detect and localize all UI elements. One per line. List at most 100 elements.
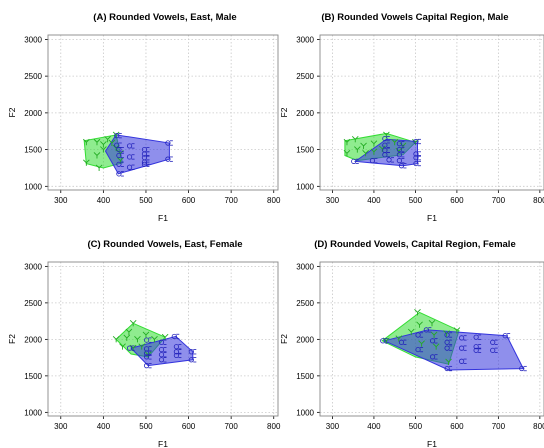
- vowel-point-green: [112, 336, 120, 343]
- vowel-point-blue: [413, 138, 421, 145]
- vowel-point-green: [123, 334, 131, 341]
- vowel-point-green: [391, 138, 398, 146]
- y-tick-label: 2500: [24, 299, 42, 308]
- y-axis-label: F2: [7, 334, 17, 344]
- vowel-point-blue: [473, 344, 482, 350]
- vowel-point-blue: [116, 152, 124, 159]
- vowel-point-blue: [490, 339, 498, 345]
- y-tick-label: 2000: [296, 335, 314, 344]
- x-tick-label: 400: [367, 196, 381, 205]
- vowel-point-blue: [188, 357, 197, 363]
- x-tick-label: 300: [326, 196, 340, 205]
- vowel-point-green: [407, 328, 415, 336]
- vowel-point-blue: [459, 345, 467, 351]
- vowel-point-blue: [158, 352, 167, 358]
- y-tick-label: 3000: [24, 262, 42, 271]
- vowel-point-blue: [141, 151, 150, 157]
- y-tick-label: 3000: [296, 35, 314, 44]
- vowel-point-green: [370, 140, 378, 147]
- x-axis-label: F1: [158, 213, 168, 223]
- x-tick-label: 300: [54, 422, 68, 431]
- y-tick-label: 2500: [296, 72, 314, 81]
- x-tick-label: 700: [492, 196, 506, 205]
- vowel-point-blue: [143, 350, 152, 356]
- y-tick-label: 2000: [24, 335, 42, 344]
- y-tick-label: 2500: [296, 299, 314, 308]
- y-tick-label: 2500: [24, 72, 42, 81]
- vowel-point-blue: [413, 155, 421, 161]
- data-layer: [380, 309, 527, 372]
- chart-panel-3: (C) Rounded Vowels, East, Female 300 400 50…: [7, 239, 281, 448]
- vowel-point-blue: [444, 365, 453, 372]
- x-tick-label: 700: [224, 196, 238, 205]
- chart-title: (B) Rounded Vowels Capital Region, Male: [321, 12, 508, 23]
- vowel-point-green: [416, 321, 423, 328]
- x-tick-label: 400: [97, 196, 111, 205]
- vowel-point-green: [414, 309, 421, 316]
- vowel-point-blue: [429, 354, 438, 360]
- vowel-point-blue: [165, 156, 173, 162]
- vowel-point-blue: [396, 158, 405, 164]
- plot-frame: [319, 34, 544, 191]
- x-tick-label: 500: [139, 422, 153, 431]
- vowel-point-blue: [369, 158, 378, 164]
- y-tick-label: 1000: [24, 408, 42, 417]
- vowel-hull-blue: [130, 335, 194, 367]
- vowel-point-blue: [143, 337, 152, 343]
- vowel-point-blue: [188, 349, 197, 355]
- vowel-point-green: [354, 146, 361, 153]
- vowel-point-green: [362, 149, 369, 157]
- y-tick-label: 1500: [24, 372, 42, 381]
- y-axis-label: F2: [279, 334, 289, 344]
- vowel-point-blue: [173, 352, 182, 359]
- vowel-point-blue: [444, 345, 453, 351]
- chart-title: (C) Rounded Vowels, East, Female: [87, 239, 242, 250]
- vowel-point-green: [95, 164, 103, 171]
- vowel-point-blue: [380, 338, 388, 344]
- vowel-point-green: [93, 152, 101, 159]
- vowel-point-green: [445, 358, 452, 365]
- vowel-point-green: [370, 148, 378, 155]
- vowel-point-blue: [415, 346, 424, 353]
- vowel-hull-blue: [382, 329, 525, 371]
- vowel-point-blue: [413, 151, 421, 157]
- x-axis-label: F1: [427, 439, 437, 448]
- plot-frame: [319, 261, 544, 417]
- vowel-point-green: [453, 327, 461, 334]
- chart-title: (A) Rounded Vowels, East, Male: [93, 12, 236, 23]
- chart-panel-2: (B) Rounded Vowels Capital Region, Male 3…: [279, 12, 544, 223]
- x-tick-label: 800: [267, 196, 281, 205]
- x-tick-label: 800: [533, 196, 544, 205]
- vowel-point-blue: [473, 347, 482, 353]
- x-tick-label: 700: [492, 422, 506, 431]
- x-tick-label: 800: [533, 422, 544, 431]
- vowel-point-green: [418, 340, 425, 347]
- y-tick-label: 3000: [24, 35, 42, 44]
- data-layer: [343, 131, 421, 169]
- vowel-point-blue: [382, 135, 390, 142]
- y-tick-label: 1500: [296, 372, 314, 381]
- vowel-point-green: [129, 319, 137, 327]
- x-tick-label: 600: [182, 196, 196, 205]
- vowel-point-blue: [396, 152, 405, 158]
- y-tick-label: 1000: [24, 182, 42, 191]
- vowel-point-green: [343, 138, 351, 146]
- y-tick-label: 1500: [296, 146, 314, 155]
- vowel-point-blue: [126, 164, 135, 170]
- vowel-point-blue: [423, 327, 432, 333]
- y-axis-label: F2: [279, 107, 289, 117]
- x-tick-label: 600: [182, 422, 196, 431]
- vowel-point-green: [134, 336, 141, 343]
- x-tick-label: 700: [224, 422, 238, 431]
- vowel-point-blue: [459, 335, 467, 341]
- vowel-point-green: [142, 331, 150, 338]
- y-tick-label: 2000: [24, 109, 42, 118]
- vowel-point-blue: [386, 157, 395, 163]
- vowel-point-green: [151, 336, 158, 343]
- vowel-point-green: [395, 335, 403, 342]
- x-tick-label: 300: [54, 196, 68, 205]
- vowel-point-blue: [444, 339, 453, 345]
- vowel-point-green: [360, 142, 367, 149]
- vowel-point-blue: [490, 347, 498, 353]
